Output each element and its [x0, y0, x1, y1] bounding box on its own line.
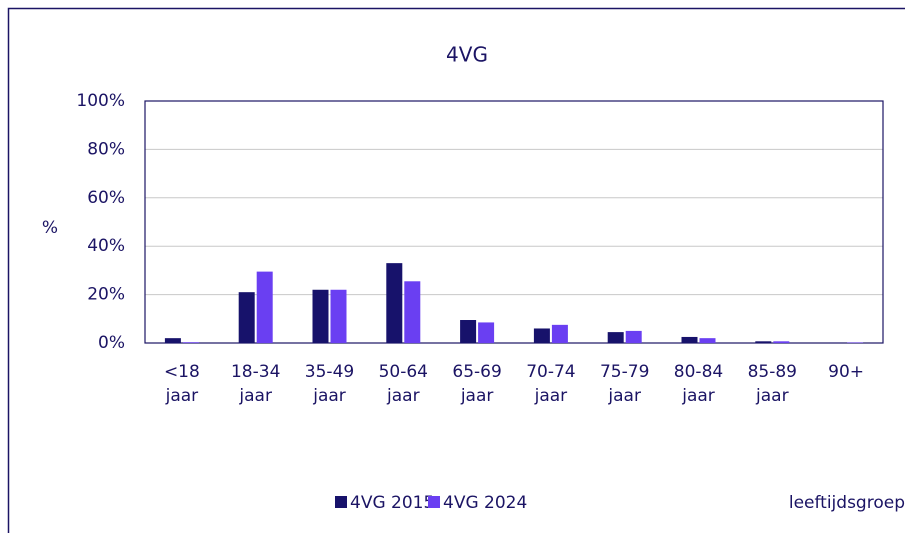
y-tick-label: 80% — [87, 139, 125, 159]
x-tick-label: <18 jaar — [163, 362, 200, 406]
legend-swatch — [335, 496, 347, 508]
x-tick-label: 85-89 jaar — [747, 362, 797, 406]
x-tick-label: 50-64 jaar — [378, 362, 428, 406]
bar — [164, 338, 181, 343]
bar — [238, 292, 255, 343]
bar — [607, 332, 624, 343]
x-tick-label: 35-49 jaar — [304, 362, 355, 406]
bar — [460, 320, 477, 343]
y-tick-label: 100% — [76, 91, 125, 111]
bar — [755, 341, 772, 343]
bar — [773, 341, 790, 343]
bar — [625, 330, 642, 343]
x-tick-label: 18-34 jaar — [230, 362, 281, 406]
legend-label: 4VG 2024 — [443, 493, 527, 513]
frame — [7, 7, 905, 533]
x-tick-label: 75-79 jaar — [599, 362, 650, 406]
y-axis-label: % — [42, 218, 58, 238]
bar — [312, 289, 329, 343]
y-tick-label: 0% — [98, 333, 125, 353]
bar — [478, 322, 495, 343]
bar — [699, 338, 716, 343]
bar — [182, 342, 199, 343]
x-tick-label: 65-69 jaar — [452, 362, 502, 406]
legend-swatch — [428, 496, 440, 508]
y-tick-label: 40% — [87, 236, 125, 256]
bar — [533, 328, 550, 343]
bar — [551, 324, 568, 343]
y-tick-label: 60% — [87, 188, 125, 208]
chart-title: 4VG — [446, 43, 488, 67]
bar — [386, 263, 403, 343]
x-tick-label: 70-74 jaar — [526, 362, 576, 406]
bar — [256, 271, 273, 343]
y-tick-label: 20% — [87, 285, 125, 305]
plot-border — [144, 100, 884, 344]
bar — [681, 336, 698, 343]
bar — [330, 289, 347, 343]
bar — [404, 281, 421, 343]
legend-label: 4VG 2015 — [350, 493, 434, 513]
x-tick-label: 80-84 jaar — [673, 362, 724, 406]
x-axis-label: leeftijdsgroep — [789, 493, 905, 513]
x-tick-label: 90+ — [828, 362, 865, 382]
